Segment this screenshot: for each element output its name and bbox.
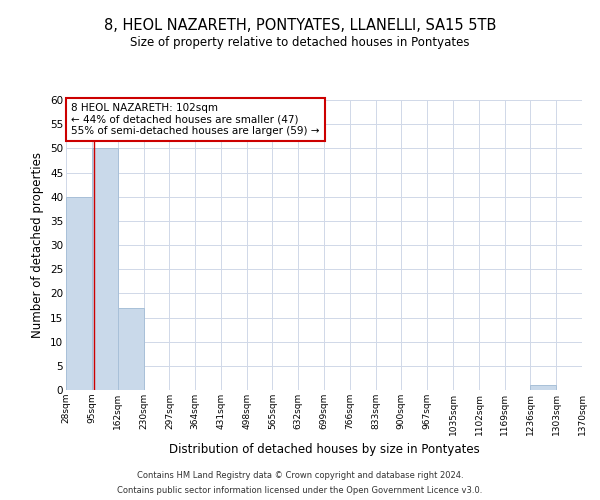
- Bar: [118, 308, 143, 390]
- Text: 8 HEOL NAZARETH: 102sqm
← 44% of detached houses are smaller (47)
55% of semi-de: 8 HEOL NAZARETH: 102sqm ← 44% of detache…: [71, 103, 320, 136]
- Text: Contains public sector information licensed under the Open Government Licence v3: Contains public sector information licen…: [118, 486, 482, 495]
- Bar: [92, 148, 118, 390]
- Bar: [530, 385, 556, 390]
- Bar: [66, 196, 92, 390]
- X-axis label: Distribution of detached houses by size in Pontyates: Distribution of detached houses by size …: [169, 443, 479, 456]
- Text: Contains HM Land Registry data © Crown copyright and database right 2024.: Contains HM Land Registry data © Crown c…: [137, 471, 463, 480]
- Y-axis label: Number of detached properties: Number of detached properties: [31, 152, 44, 338]
- Text: Size of property relative to detached houses in Pontyates: Size of property relative to detached ho…: [130, 36, 470, 49]
- Text: 8, HEOL NAZARETH, PONTYATES, LLANELLI, SA15 5TB: 8, HEOL NAZARETH, PONTYATES, LLANELLI, S…: [104, 18, 496, 32]
